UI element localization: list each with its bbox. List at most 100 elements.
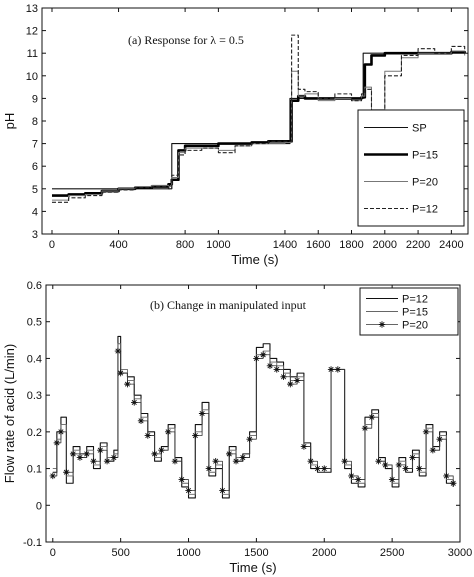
panel-b-y-tick-label: 0.4 [27,353,42,365]
panel-b-y-tick-label: -0.1 [23,537,42,549]
panel-a-ticks: 0 400 800 1000 1400 1600 1800 2000 2200 2400 3 4 5 6 7… [26,3,468,251]
panel-b-y-tick-label: 0 [36,500,42,512]
panel-a-legend: SP P=15 P=20 P=12 [357,109,465,227]
legend-p-20-label: P=20 [402,320,428,332]
series-p-20-point [266,362,274,369]
panel-b-series [49,335,457,499]
series-p-20-point [253,355,260,362]
series-p-20-point [368,413,375,421]
series-p-20-point [307,458,314,465]
legend-p-15-label: P=15 [412,150,438,162]
series-p-20-point [361,424,369,432]
panel-a-y-tick-label: 7 [32,139,38,151]
series-p-20-point [49,472,56,480]
series-p-20-point [300,443,308,450]
series-p-20-point [293,377,301,384]
panel-a-series [51,34,466,203]
series-p-20-point [354,476,362,483]
series-p-20-point [117,369,124,377]
panel-a-y-tick-label: 13 [26,3,38,15]
panel-b-x-axis-label: Time (s) [229,560,276,575]
series-p-20-point [97,447,104,454]
panel-a-y-tick-label: 3 [32,229,38,241]
series-p-20-point [341,458,348,465]
series-p-20-point [314,465,321,472]
panel-a-x-tick-label: 2200 [406,239,430,251]
series-p-20-point [103,458,111,465]
series-p-20-point [395,461,403,469]
panel-b-y-tick-label: 0.3 [27,390,42,402]
panel-a-title: (a) Response for λ = 0.5 [128,33,244,47]
panel-b-ticks: 0 500 1000 1500 2000 2500 3000 -0.1 0 0.1 0.2 0.3 0.… [23,280,472,559]
panel-a-x-tick-label: 2000 [373,239,397,251]
series-p-20-point [198,410,206,417]
panel-a-x-tick-label: 400 [109,239,127,251]
series-p-20-point [443,472,450,480]
series-p-20-point [375,458,382,465]
panel-b-x-tick-label: 3000 [448,547,472,559]
series-p-20-point [334,366,342,373]
panel-b-y-tick-label: 0.6 [27,280,42,292]
series-p-20-point [416,465,423,472]
panel-b-x-tick-label: 1500 [244,547,268,559]
panel-b-y-tick-label: 0.5 [27,317,42,329]
series-p-20-point [450,480,457,487]
series-p-20-point [53,439,61,447]
panel-a-y-tick-label: 12 [26,26,38,38]
series-p-20-point [226,450,233,458]
series-p-20-point [178,476,185,483]
series-p-20-point [321,465,328,472]
series-p-20-point [232,458,240,465]
series-p-20-point [185,487,192,494]
series-p-20-point [90,458,97,465]
panel-a-y-tick-label: 8 [32,116,38,128]
panel-a-y-axis-label: pH [2,113,17,130]
legend-p-15-label: P=15 [402,307,428,319]
series-p-20-point [382,461,389,469]
series-p-12-line [52,335,454,499]
series-p-20-point [158,447,165,454]
series-p-20-point [259,351,267,358]
series-p-20-point [402,465,409,472]
panel-a-y-tick-label: 9 [32,93,38,105]
panel-a-x-tick-label: 1400 [273,239,297,251]
series-p-20-point [388,476,396,483]
panel-a-x-tick-label: 800 [176,239,194,251]
series-p-20-point [114,347,122,355]
legend-p-12-label: P=12 [402,294,428,306]
series-p-20-point [83,450,90,458]
series-p-20-point [205,465,213,472]
series-p-20-point [137,417,145,425]
series-p-20-point [69,450,77,458]
series-p-20-point [144,432,152,439]
series-p-20-point [131,399,138,406]
series-p-20-point [57,428,65,436]
panel-a-y-tick-label: 6 [32,161,38,173]
panel-b-x-tick-label: 500 [111,547,129,559]
panel-b-x-tick-label: 2500 [380,547,404,559]
series-p-20-point [212,458,219,465]
series-p-20-point [436,436,443,443]
panel-a-x-tick-label: 1800 [339,239,363,251]
series-p-20-point [151,450,158,458]
panel-a-x-tick-label: 1600 [306,239,330,251]
series-p-12-line [51,34,466,203]
series-p-20-line [51,50,466,201]
panel-a-x-tick-label: 0 [49,239,55,251]
series-p-20-point [246,436,253,443]
panel-a-x-tick-label: 2400 [439,239,463,251]
panel-b-x-tick-label: 1000 [176,547,200,559]
series-p-20-point [76,454,84,461]
series-p-20-point [219,487,226,494]
series-p-20-point [287,380,294,388]
panel-b-y-tick-label: 0.2 [27,427,42,439]
panel-b-legend: P=12P=15P=20 [359,287,459,336]
panel-a-x-axis-label: Time (s) [231,252,278,267]
legend-p-20-label: P=20 [412,177,438,189]
panel-b-y-tick-label: 0.1 [27,464,42,476]
panel-b-frame [45,284,461,543]
legend-p-12-label: P=12 [412,204,438,216]
legend-p-20-marker [378,321,386,328]
panel-a-y-tick-label: 4 [32,206,38,218]
series-p-20-point [124,380,131,388]
